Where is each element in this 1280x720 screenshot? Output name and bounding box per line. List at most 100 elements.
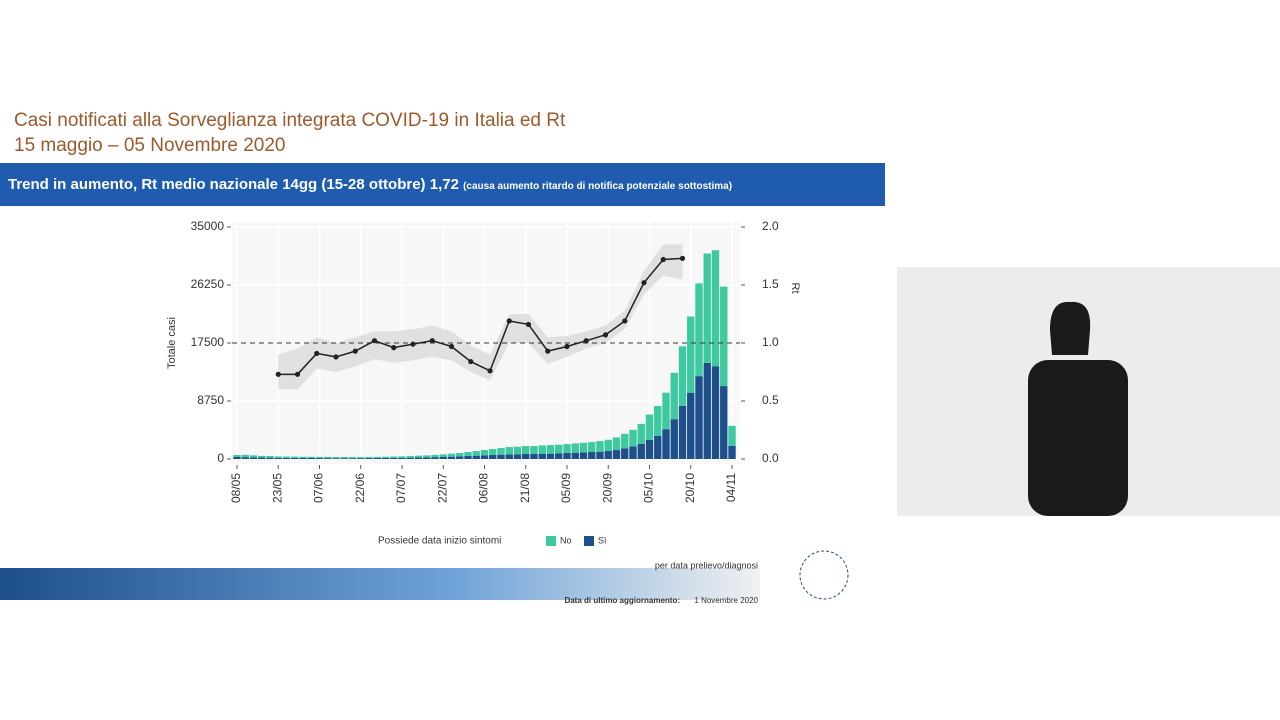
bar [340,458,348,459]
bar [472,451,480,456]
rt-point [429,338,435,344]
footer-note: per data prelievo/diagnosi [655,560,758,570]
x-tick-label: 23/05 [270,473,284,503]
bar [629,446,637,459]
rt-point [275,371,281,377]
bar [315,458,324,459]
bar [398,456,406,458]
bar [720,286,728,387]
bar [662,392,670,430]
y2-tick-label: 0.0 [762,451,779,465]
banner-text: Trend in aumento, Rt medio nazionale 14g… [8,176,459,193]
bar [406,456,414,458]
rt-point [583,338,589,344]
bar [447,453,456,457]
y2-tick-label: 1.5 [762,277,779,291]
bar [571,452,579,459]
y-tick-label: 0 [217,451,224,465]
bar [291,457,299,459]
x-tick-label: 22/06 [353,473,367,503]
bar [456,453,464,457]
bar [612,450,621,459]
bar [249,457,258,459]
x-tick-label: 07/06 [312,473,326,503]
rt-point [410,341,416,347]
bar [687,316,695,393]
bar [307,458,315,459]
rt-line [278,257,683,376]
y-tick-label: 35000 [191,219,225,233]
slide-subtitle: 15 maggio – 05 Novembre 2020 [14,135,286,156]
bar [381,456,390,458]
decor-strip [0,568,760,600]
bar [637,443,645,459]
bar [332,457,340,459]
bar [695,283,703,377]
bar [340,457,348,459]
bar [629,429,637,447]
bar [588,442,596,453]
bar [373,458,381,459]
y2-tick-label: 0.5 [762,393,779,407]
bar [513,454,522,459]
bar [447,456,456,459]
rt-point [371,338,378,344]
legend-swatch [584,536,594,546]
x-tick-label: 05/09 [559,473,573,503]
bar [480,450,489,456]
x-tick-label: 05/10 [642,473,656,503]
rt-point [679,255,686,261]
rt-point [545,348,551,354]
bar [604,439,612,452]
bar [522,446,530,455]
bar [258,457,266,459]
bar [348,458,357,459]
bar [291,456,299,458]
bar [464,452,472,457]
bar [241,454,249,458]
bar [423,455,431,458]
bar [505,447,513,455]
bar [299,456,307,459]
bar [233,457,241,459]
bar [423,457,431,459]
rt-point [506,318,512,324]
rt-point [622,318,628,324]
bar [373,456,381,459]
bar [604,451,612,459]
bar [530,454,538,459]
bar [414,457,423,459]
bar [678,346,687,406]
rt-point [525,321,532,328]
rt-confidence-band [278,244,683,390]
rt-point [660,256,666,263]
bar [670,419,678,459]
bar [654,405,662,436]
bar [538,445,546,454]
x-tick-label: 21/08 [518,473,532,503]
bar [390,457,398,459]
bar [439,457,447,459]
bar [579,452,588,459]
bar [513,446,522,455]
bar [703,253,711,363]
bar [711,250,720,367]
bar [348,457,357,459]
interpreter-hair [1050,301,1091,355]
x-tick-label: 20/10 [683,473,697,503]
rt-point [448,343,455,350]
bar [357,457,365,459]
bar [579,442,588,453]
rt-point [602,332,609,338]
bar [332,458,340,459]
bar [645,439,654,459]
rt-point [487,368,493,374]
bar [274,457,282,459]
y2-tick-label: 2.0 [762,219,779,233]
bar [563,453,571,459]
bar [439,454,447,458]
bar [522,454,530,459]
bar [703,362,711,459]
